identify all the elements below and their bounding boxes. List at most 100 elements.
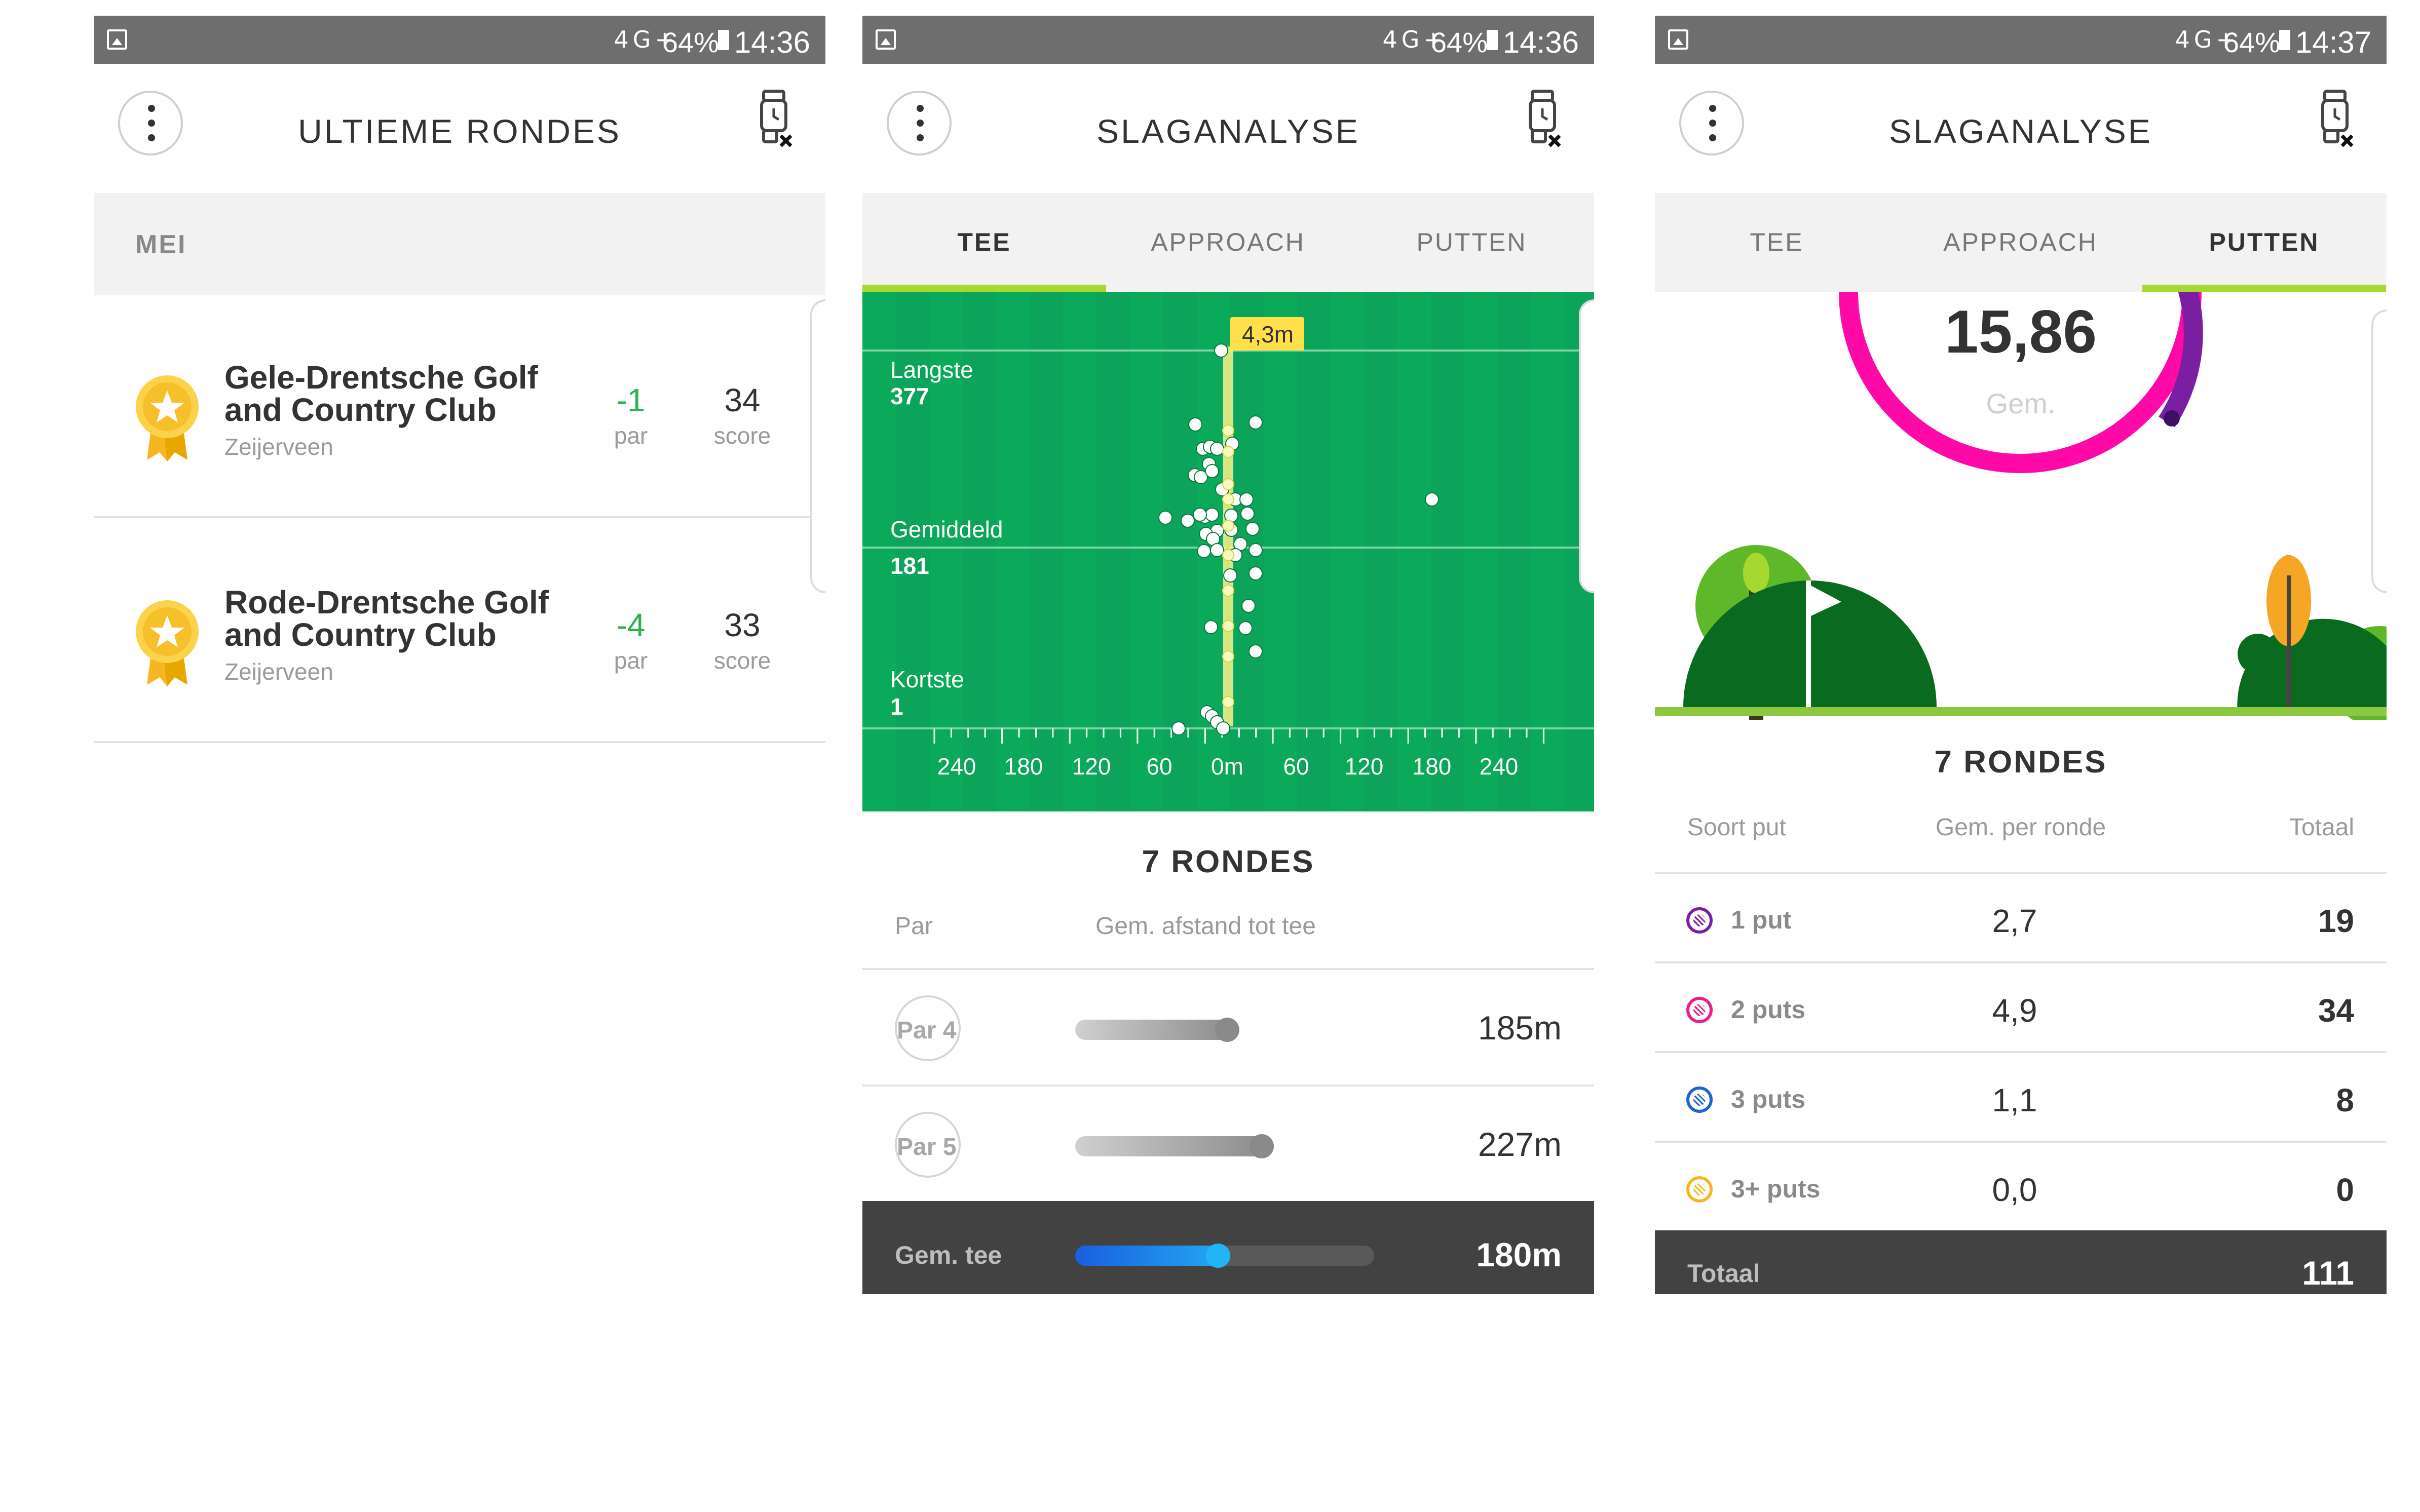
average-value: 181 xyxy=(890,553,929,579)
shortest-value: 1 xyxy=(890,693,903,720)
table-row: 1 put 2,7 19 xyxy=(1655,872,2387,961)
x-tick-label: 0m xyxy=(1211,753,1243,780)
network-icons: 4G+ xyxy=(2175,26,2240,53)
x-tick-label: 180 xyxy=(1413,753,1452,780)
club-location: Zeijerveen xyxy=(224,434,333,460)
status-bar: 4G+ 64% 14:37 xyxy=(1655,16,2387,64)
table-row: 3 puts 1,1 8 xyxy=(1655,1051,2387,1140)
club-location: Zeijerveen xyxy=(224,658,333,685)
shot-point xyxy=(1205,508,1219,522)
screen-shot-analysis-tee: 4G+ 64% 14:36 SLAGANALYSE TEE APPROACH P… xyxy=(862,16,1594,1294)
par-label: par xyxy=(614,647,648,674)
shot-point xyxy=(1188,417,1202,432)
battery-icon xyxy=(2279,30,2290,50)
x-axis-labels: 240 180 120 60 0m 60 120 180 240 xyxy=(937,753,1519,780)
column-par: Par xyxy=(895,913,933,940)
tree xyxy=(1743,553,1769,593)
right-hill xyxy=(2237,618,2387,712)
tab-tee[interactable]: TEE xyxy=(862,193,1106,292)
putt-type: 3+ puts xyxy=(1731,1175,1821,1203)
gauge-ring-segment xyxy=(2159,292,2203,428)
watch-disconnected-icon[interactable] xyxy=(1523,89,1564,150)
battery-percent: 64% xyxy=(2223,26,2280,58)
column-avg-distance: Gem. afstand tot tee xyxy=(1095,913,1316,940)
gauge-label: Gem. xyxy=(1986,387,2056,419)
shot-point xyxy=(1158,511,1173,525)
tee-dispersion-chart: 4,3m Langste 377 Gemiddeld 181 Kortste 1… xyxy=(862,292,1594,811)
column-total: Totaal xyxy=(2289,814,2354,841)
x-tick-label: 120 xyxy=(1072,753,1111,780)
par-label: par xyxy=(614,422,648,449)
column-putt-type: Soort put xyxy=(1687,814,1786,841)
par-value: -4 xyxy=(616,607,646,643)
shot-point xyxy=(1240,507,1255,521)
shot-point xyxy=(1210,543,1224,557)
tab-putten[interactable]: PUTTEN xyxy=(2142,193,2386,292)
shot-point xyxy=(1181,514,1195,528)
gallery-icon xyxy=(1668,29,1688,50)
watch-disconnected-icon[interactable] xyxy=(754,89,795,150)
network-icons: 4G+ xyxy=(1382,26,1447,53)
battery-icon xyxy=(718,30,729,50)
screen-recent-rounds: 4G+ 64% 14:36 ULTIEME RONDES MEI Gele-Dr… xyxy=(94,16,825,1294)
rounds-title: 7 RONDES xyxy=(1934,745,2107,780)
table-row: Par 4 185m xyxy=(862,968,1594,1083)
shot-point xyxy=(1249,566,1263,580)
battery-percent: 64% xyxy=(662,26,719,58)
round-row[interactable]: Gele-Drentsche Golf and Country Club Zeij… xyxy=(94,295,825,518)
shot-point xyxy=(1245,522,1260,536)
x-tick-label: 180 xyxy=(1004,753,1043,780)
flag-icon xyxy=(1811,586,1841,616)
par-badge: Par 4 xyxy=(895,995,961,1061)
putt-average: 2,7 xyxy=(1992,903,2037,939)
flag-pole xyxy=(1806,580,1811,710)
center-shot-point xyxy=(1222,520,1234,532)
app-bar: SLAGANALYSE xyxy=(1655,64,2387,193)
center-shot-point xyxy=(1222,446,1234,458)
screen-shot-analysis-putting: 4G+ 64% 14:37 SLAGANALYSE 15,86 Gem. xyxy=(1655,16,2387,1294)
x-tick-label: 240 xyxy=(937,753,976,780)
center-shot-point xyxy=(1222,493,1234,506)
table-row: 3+ puts 0,0 0 xyxy=(1655,1141,2387,1230)
score-value: 34 xyxy=(724,382,761,418)
gallery-icon xyxy=(876,29,896,50)
tab-bar: TEE APPROACH PUTTEN xyxy=(862,193,1594,292)
more-menu-button[interactable] xyxy=(887,91,952,156)
status-bar: 4G+ 64% 14:36 xyxy=(862,16,1594,64)
shot-point xyxy=(1205,464,1219,478)
shot-point xyxy=(1171,721,1186,735)
more-menu-button[interactable] xyxy=(118,91,183,156)
offset-callout-text: 4,3m xyxy=(1242,321,1294,347)
golf-ball-icon xyxy=(1686,1176,1713,1203)
tab-tee[interactable]: TEE xyxy=(1750,228,1804,256)
page-title: SLAGANALYSE xyxy=(1889,112,2152,150)
tab-putten[interactable]: PUTTEN xyxy=(1416,228,1527,256)
average-label: Gemiddeld xyxy=(890,516,1003,542)
tab-approach[interactable]: APPROACH xyxy=(1943,228,2098,256)
shot-point xyxy=(1197,544,1211,558)
longest-label: Langste xyxy=(890,357,973,383)
more-menu-button[interactable] xyxy=(1679,91,1744,156)
shot-point xyxy=(1241,599,1256,613)
gauge-value: 15,86 xyxy=(1945,298,2097,366)
shortest-label: Kortste xyxy=(890,666,964,692)
shot-points xyxy=(1158,343,1439,735)
tab-approach[interactable]: APPROACH xyxy=(1151,228,1305,256)
putt-total: 34 xyxy=(2318,992,2354,1029)
watch-disconnected-icon[interactable] xyxy=(2316,89,2356,150)
shot-point xyxy=(1193,508,1207,522)
clock: 14:36 xyxy=(1502,25,1579,59)
shot-point xyxy=(1425,492,1439,507)
distance-bar xyxy=(1075,1018,1239,1042)
round-row[interactable]: Rode-Drentsche Golf and Country Club Zeij… xyxy=(94,520,825,743)
next-card-edge xyxy=(810,299,825,593)
table-row: 2 puts 4,9 34 xyxy=(1655,961,2387,1051)
putt-total: 8 xyxy=(2336,1082,2354,1118)
golf-ball-icon xyxy=(1686,907,1713,934)
average-tee-label: Gem. tee xyxy=(895,1241,1002,1269)
longest-value: 377 xyxy=(890,383,929,409)
putt-average: 0,0 xyxy=(1992,1172,2037,1208)
par-badge: Par 5 xyxy=(895,1112,961,1178)
page-title: ULTIEME RONDES xyxy=(298,112,621,150)
next-card-edge xyxy=(2371,309,2387,593)
